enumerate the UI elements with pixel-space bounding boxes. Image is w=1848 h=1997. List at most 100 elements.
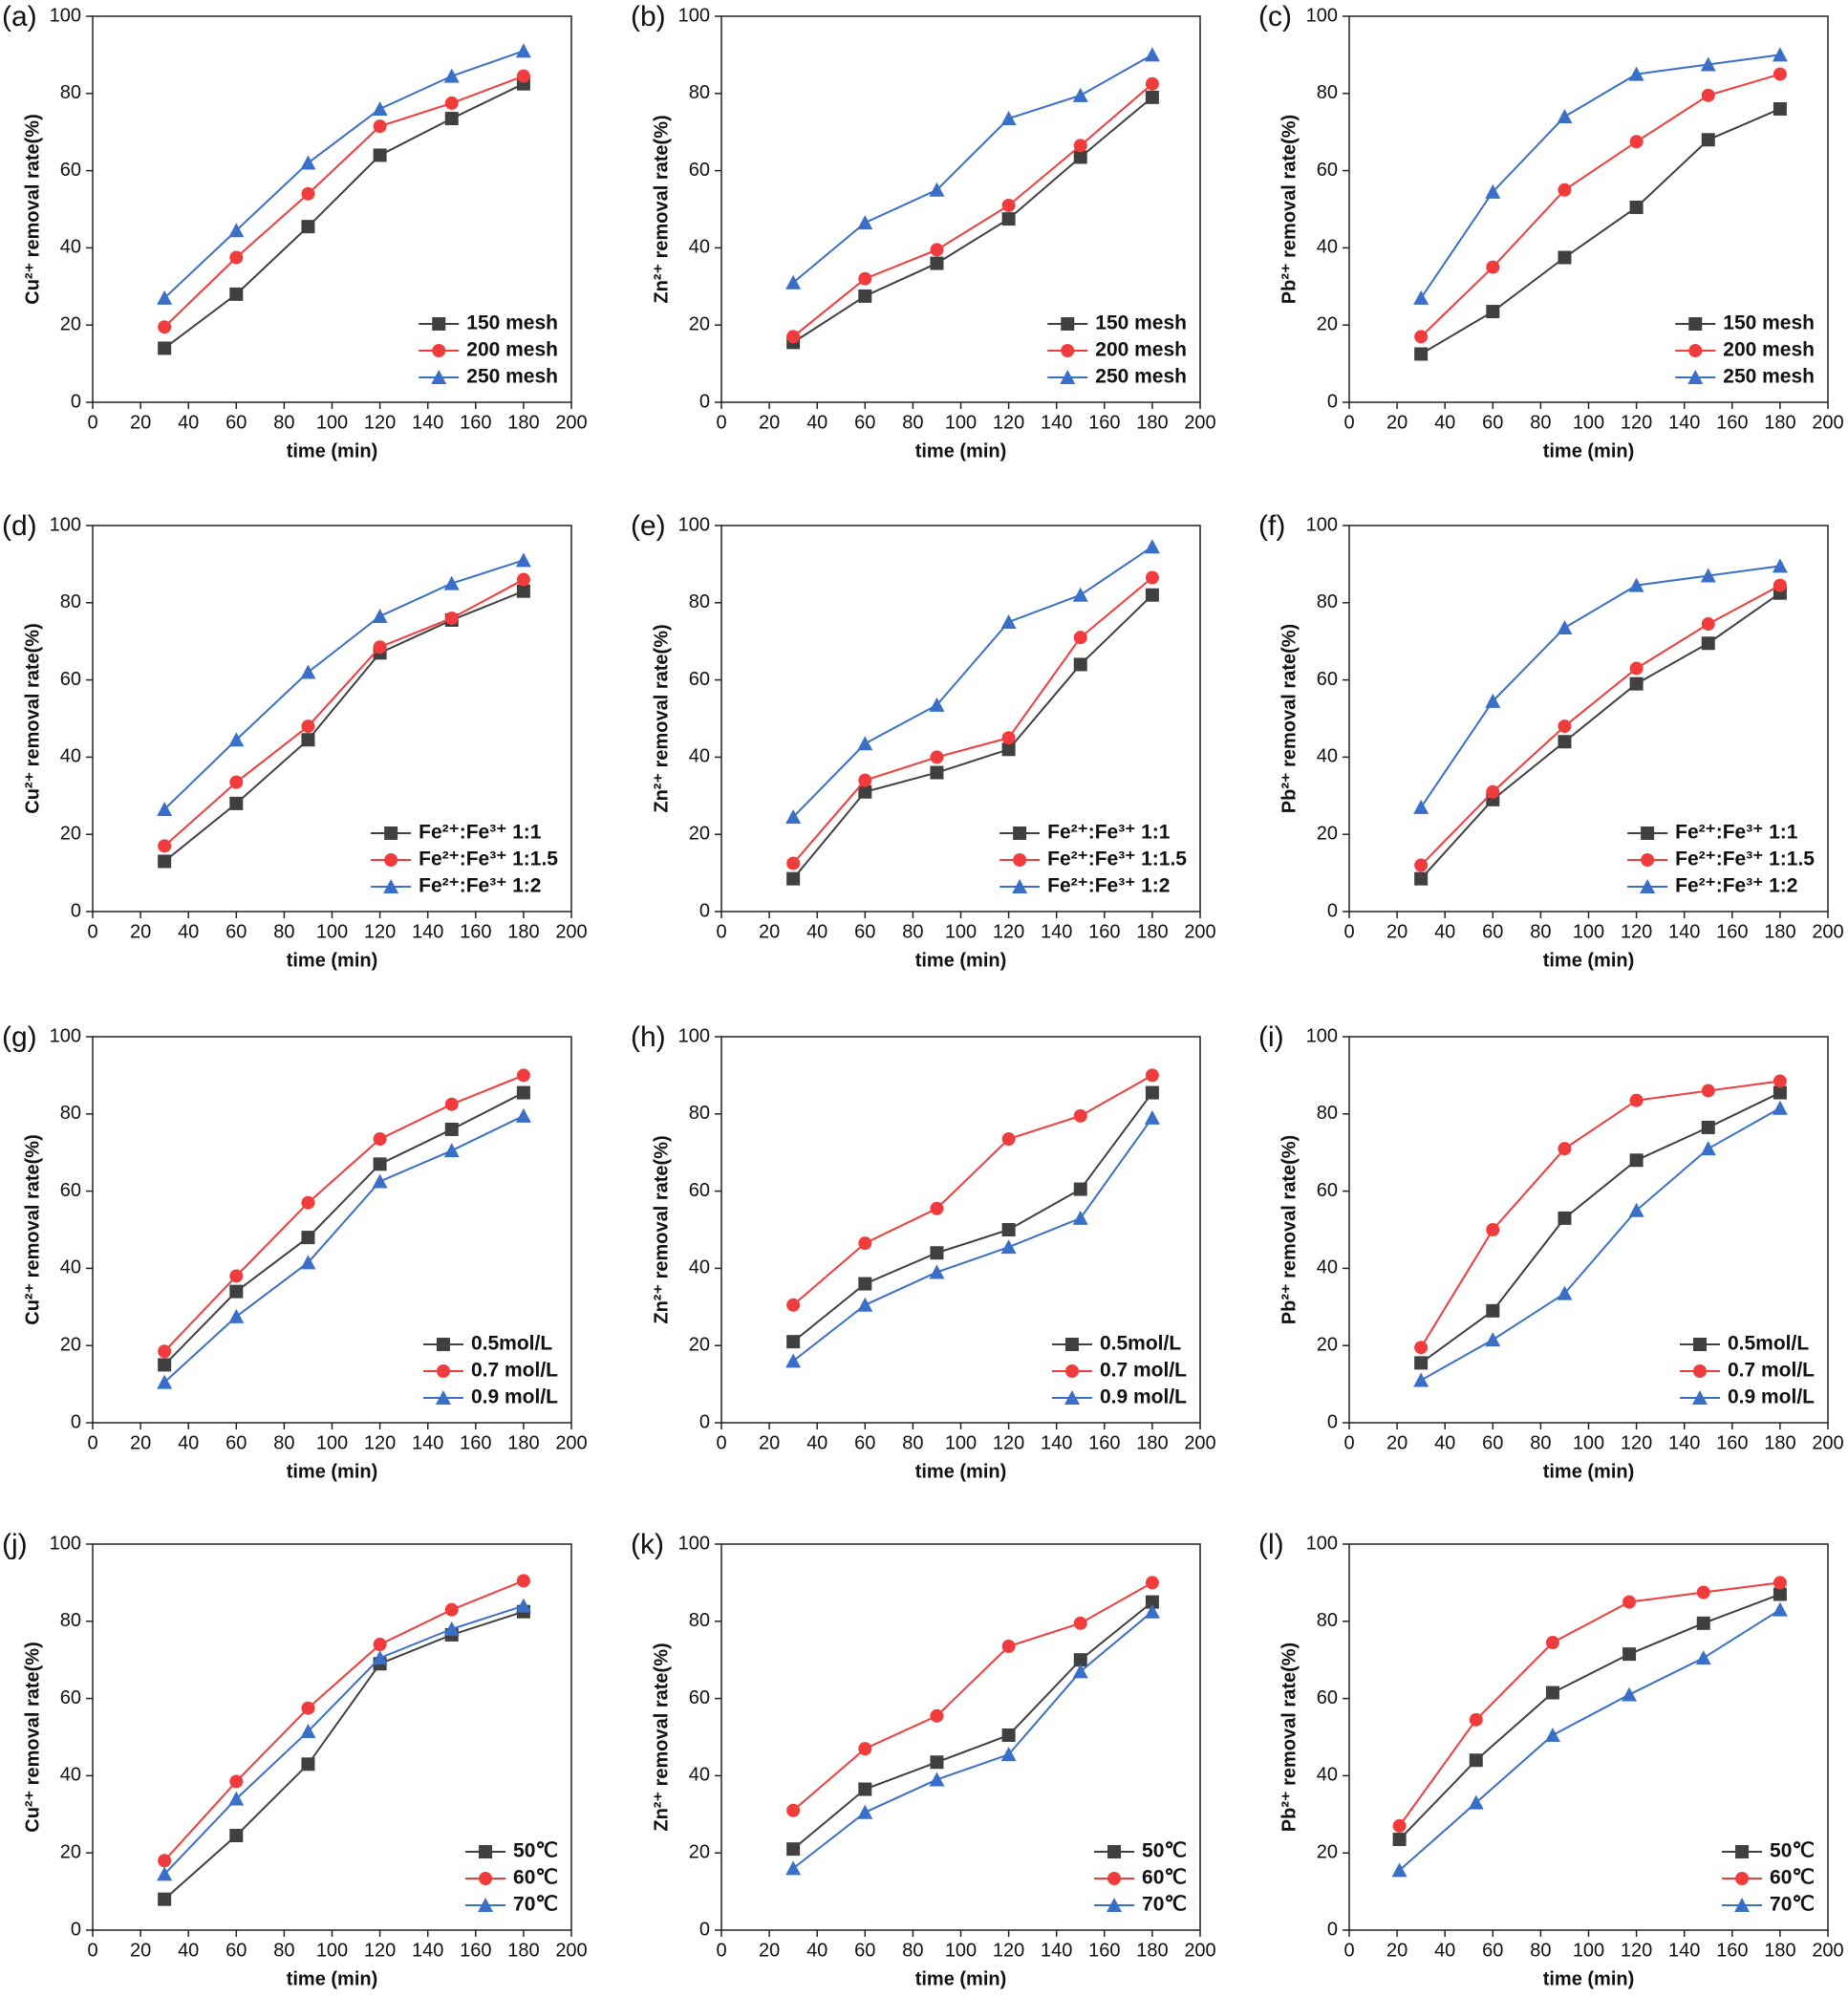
marker	[444, 1602, 459, 1617]
marker	[158, 854, 172, 869]
series-line	[1420, 591, 1781, 880]
marker	[158, 1358, 172, 1372]
y-tick-label: 60	[1317, 1180, 1338, 1201]
panel-label: (h)	[631, 1021, 666, 1053]
marker	[1392, 1818, 1407, 1833]
marker	[515, 1598, 531, 1613]
subplot: (b) 0 20 40 60 80 100 0 20 40 60 80 100 120 140 160 180 2…	[631, 1, 1216, 462]
marker	[301, 1195, 315, 1210]
marker	[1414, 1356, 1429, 1370]
legend-label: 200 mesh	[1723, 339, 1815, 361]
marker	[300, 1723, 316, 1738]
marker	[443, 68, 460, 83]
y-axis-label: Pb²⁺ removal rate(%)	[1279, 1135, 1300, 1324]
x-tick-label: 40	[1434, 412, 1455, 433]
y-tick-label: 40	[689, 1257, 710, 1278]
legend-marker	[1734, 1898, 1751, 1912]
legend-label: Fe²⁺:Fe³⁺ 1:1	[419, 822, 542, 844]
marker	[1701, 636, 1715, 651]
x-tick-label: 180	[1764, 1432, 1795, 1453]
y-tick-label: 20	[689, 313, 710, 334]
x-tick-label: 180	[507, 1432, 539, 1453]
legend-marker	[1061, 344, 1075, 357]
legend-label: Fe²⁺:Fe³⁺ 1:1.5	[419, 848, 558, 870]
x-tick-label: 200	[1184, 1940, 1215, 1961]
y-tick-label: 100	[50, 5, 81, 26]
x-tick-label: 200	[1184, 412, 1215, 433]
marker	[1773, 67, 1787, 81]
marker	[229, 1284, 244, 1299]
x-tick-label: 200	[555, 1432, 587, 1453]
marker	[229, 1829, 244, 1843]
y-tick-label: 0	[71, 900, 81, 921]
y-tick-label: 0	[699, 1919, 710, 1940]
series-line	[1420, 1106, 1781, 1382]
x-tick-label: 20	[130, 1432, 151, 1453]
marker	[444, 1097, 459, 1111]
panel-label: (b)	[631, 1, 666, 32]
series-line	[1420, 1080, 1781, 1348]
marker	[1144, 1109, 1160, 1125]
marker	[1485, 693, 1501, 708]
y-tick-label: 80	[689, 1103, 710, 1124]
marker	[1701, 617, 1715, 632]
x-tick-label: 60	[226, 921, 247, 942]
y-tick-label: 20	[689, 1334, 710, 1355]
x-axis-label: time (min)	[915, 950, 1007, 971]
series-line	[792, 1117, 1153, 1363]
marker	[1622, 1686, 1638, 1702]
legend-marker	[383, 879, 399, 893]
x-tick-label: 140	[1668, 1432, 1700, 1453]
marker	[1558, 735, 1572, 749]
marker	[300, 664, 316, 679]
marker	[1773, 1576, 1787, 1590]
series-line	[792, 576, 1153, 865]
series-line	[792, 97, 1153, 344]
marker	[1772, 1100, 1788, 1115]
marker	[443, 1621, 460, 1636]
marker	[1486, 1303, 1500, 1318]
series-line	[1398, 1593, 1781, 1840]
series-line	[792, 1074, 1153, 1306]
x-tick-label: 40	[1434, 1432, 1455, 1453]
marker	[1073, 139, 1087, 153]
legend-label: 0.7 mol/L	[1100, 1360, 1187, 1382]
x-tick-label: 80	[273, 921, 294, 942]
marker	[1073, 1182, 1087, 1196]
y-tick-label: 80	[1317, 82, 1338, 103]
y-tick-label: 80	[689, 591, 710, 612]
marker	[1695, 1650, 1711, 1665]
y-tick-label: 0	[699, 1411, 710, 1432]
x-tick-label: 200	[1812, 412, 1843, 433]
marker	[1629, 200, 1644, 214]
marker	[1413, 290, 1429, 305]
marker	[858, 773, 872, 787]
marker	[516, 1574, 530, 1588]
marker	[1628, 1202, 1644, 1217]
panel-label: (g)	[2, 1021, 37, 1053]
x-tick-label: 40	[806, 412, 827, 433]
marker	[1772, 47, 1788, 62]
marker	[858, 784, 872, 799]
y-tick-label: 60	[689, 160, 710, 181]
y-tick-label: 20	[689, 1841, 710, 1862]
y-tick-label: 40	[1317, 237, 1338, 258]
series-line	[1420, 54, 1781, 299]
x-axis-label: time (min)	[1543, 1461, 1635, 1482]
marker	[1486, 260, 1500, 274]
marker	[372, 1650, 388, 1665]
x-tick-label: 60	[854, 1432, 875, 1453]
marker	[158, 341, 172, 355]
y-axis-label: Cu²⁺ removal rate(%)	[22, 623, 43, 814]
y-tick-label: 80	[689, 1610, 710, 1631]
marker	[157, 290, 173, 305]
x-tick-label: 100	[1573, 412, 1604, 433]
panel-label: (l)	[1258, 1529, 1284, 1560]
y-tick-label: 60	[60, 1687, 81, 1708]
x-tick-label: 20	[759, 1940, 780, 1961]
marker	[858, 1742, 872, 1756]
plot-frame	[1348, 1543, 1829, 1931]
legend-marker	[431, 370, 447, 384]
x-tick-label: 40	[178, 412, 199, 433]
marker	[1701, 1120, 1715, 1134]
